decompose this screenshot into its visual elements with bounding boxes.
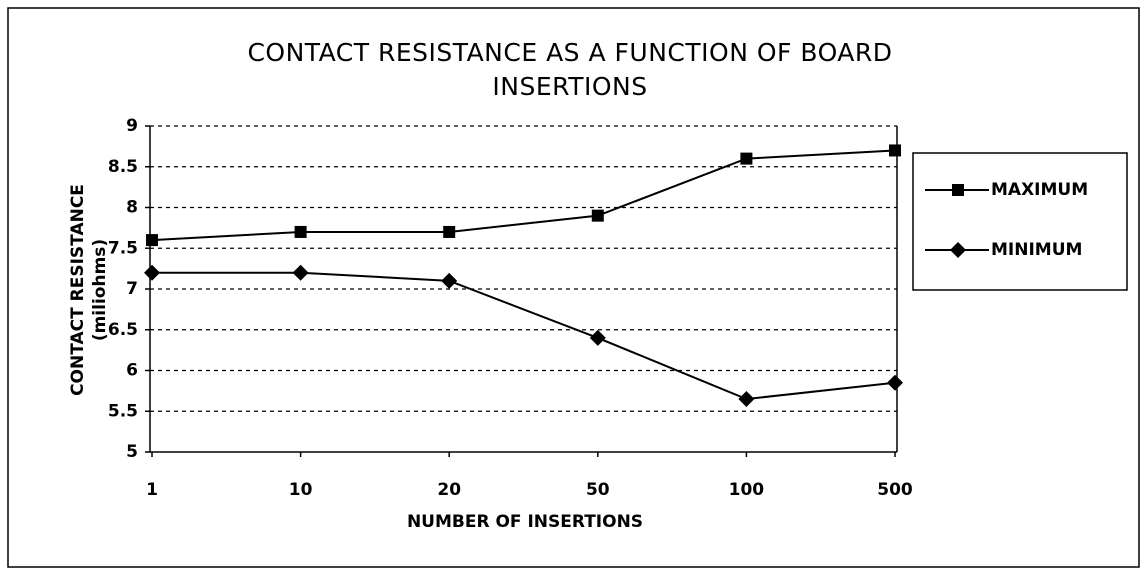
- y-tick-label: 7: [126, 279, 138, 299]
- y-tick-label: 7.5: [108, 238, 138, 258]
- data-point: [443, 225, 456, 238]
- y-tick-label: 9: [126, 116, 138, 136]
- y-tick-label: 5: [126, 442, 138, 462]
- data-point: [441, 272, 458, 289]
- data-point: [738, 391, 755, 408]
- x-tick-label: 10: [289, 480, 313, 500]
- data-point: [740, 152, 753, 165]
- chart-frame: [7, 7, 1140, 568]
- y-tick-label: 8.5: [108, 157, 138, 177]
- y-tick-label: 8: [126, 198, 138, 218]
- data-point: [294, 225, 307, 238]
- legend-label: MAXIMUM: [991, 180, 1088, 200]
- legend-box: [912, 152, 1128, 291]
- y-axis-unit: (miliohms): [90, 239, 110, 341]
- legend-marker: [950, 242, 966, 258]
- data-point: [292, 264, 309, 281]
- series-line: [151, 149, 896, 242]
- data-point: [591, 209, 604, 222]
- data-point: [887, 374, 903, 391]
- y-tick-label: 6: [126, 361, 138, 381]
- data-point: [889, 144, 901, 157]
- y-tick-label: 5.5: [108, 401, 138, 421]
- x-tick-label: 100: [729, 480, 765, 500]
- legend-label: MINIMUM: [991, 240, 1082, 260]
- data-point: [146, 234, 158, 247]
- y-axis-label: CONTACT RESISTANCE: [68, 184, 88, 396]
- chart-title: CONTACT RESISTANCE AS A FUNCTION OF BOAR…: [247, 38, 893, 101]
- x-tick-label: 500: [877, 480, 913, 500]
- data-point: [144, 264, 160, 281]
- legend-marker: [952, 184, 964, 196]
- x-tick-label: 50: [586, 480, 610, 500]
- y-tick-label: 6.5: [108, 320, 138, 340]
- x-tick-label: 1: [146, 480, 158, 500]
- data-point: [589, 329, 606, 346]
- x-axis-label: NUMBER OF INSERTIONS: [407, 512, 643, 532]
- x-tick-label: 20: [437, 480, 461, 500]
- series-line: [152, 271, 896, 401]
